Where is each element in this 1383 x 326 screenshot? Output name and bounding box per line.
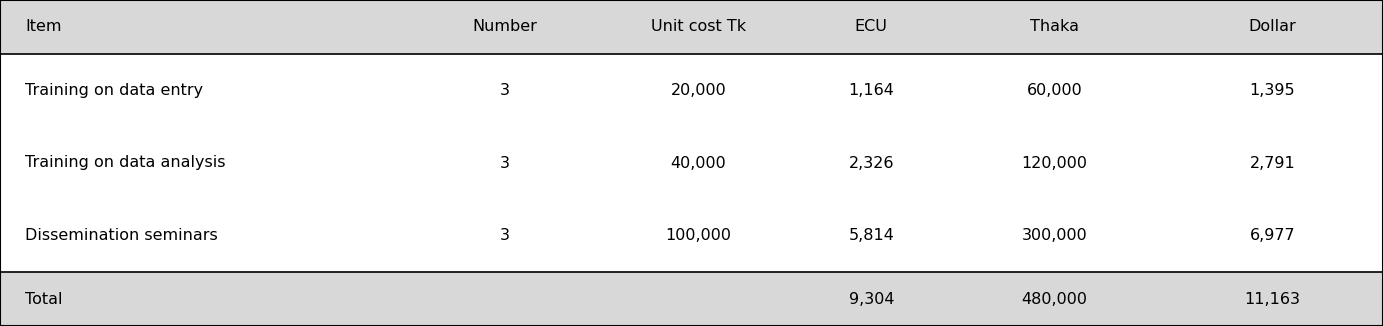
Text: Training on data analysis: Training on data analysis	[25, 156, 225, 170]
Text: 3: 3	[499, 83, 510, 98]
Text: 11,163: 11,163	[1245, 291, 1300, 307]
Text: Item: Item	[25, 19, 61, 35]
Text: 120,000: 120,000	[1022, 156, 1087, 170]
Text: 40,000: 40,000	[671, 156, 726, 170]
Text: 300,000: 300,000	[1022, 228, 1087, 243]
Bar	[0, 54, 1383, 126]
Text: 6,977: 6,977	[1250, 228, 1294, 243]
Text: 9,304: 9,304	[849, 291, 893, 307]
Bar	[0, 126, 1383, 200]
Text: 1,164: 1,164	[848, 83, 895, 98]
Bar	[0, 200, 1383, 272]
Text: Total: Total	[25, 291, 62, 307]
Text: 1,395: 1,395	[1250, 83, 1294, 98]
Text: 3: 3	[499, 156, 510, 170]
Text: 100,000: 100,000	[665, 228, 732, 243]
Text: 3: 3	[499, 228, 510, 243]
Text: Dissemination seminars: Dissemination seminars	[25, 228, 217, 243]
Text: Thaka: Thaka	[1030, 19, 1079, 35]
Text: 60,000: 60,000	[1026, 83, 1083, 98]
Bar	[0, 0, 1383, 54]
Text: 5,814: 5,814	[848, 228, 895, 243]
Text: 480,000: 480,000	[1022, 291, 1087, 307]
Text: Unit cost Tk: Unit cost Tk	[651, 19, 745, 35]
Text: 2,326: 2,326	[849, 156, 893, 170]
Text: Dollar: Dollar	[1249, 19, 1296, 35]
Text: Training on data entry: Training on data entry	[25, 83, 203, 98]
Text: 2,791: 2,791	[1249, 156, 1296, 170]
Text: 20,000: 20,000	[671, 83, 726, 98]
Bar	[0, 272, 1383, 326]
Text: Number: Number	[473, 19, 537, 35]
Text: ECU: ECU	[855, 19, 888, 35]
